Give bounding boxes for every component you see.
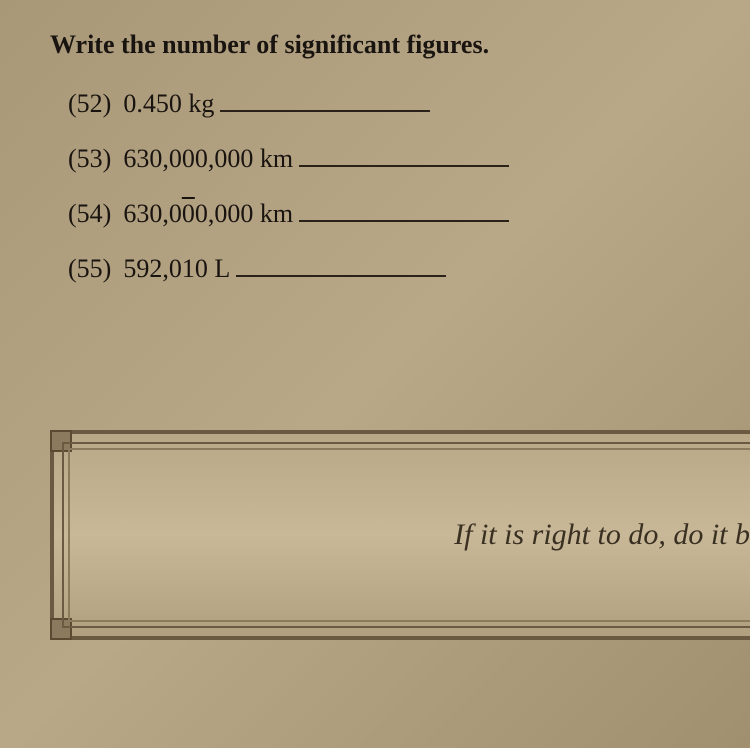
problem-number: (54) (68, 199, 111, 229)
frame-outer-border: If it is right to do, do it b (50, 430, 750, 640)
worksheet-page: Write the number of significant figures.… (0, 0, 750, 284)
decorative-quote-frame: If it is right to do, do it b (50, 430, 750, 640)
problem-row: (55) 592,010 L (50, 253, 750, 284)
answer-blank[interactable] (236, 253, 446, 277)
problem-number: (55) (68, 254, 111, 284)
frame-inner-border: If it is right to do, do it b (62, 442, 750, 628)
value-post: 0,000 km (195, 199, 293, 228)
problem-row: (52) 0.450 kg (50, 88, 750, 119)
problem-number: (53) (68, 144, 111, 174)
answer-blank[interactable] (220, 88, 430, 112)
instruction-heading: Write the number of significant figures. (50, 30, 750, 60)
value-pre: 630,0 (123, 199, 182, 228)
value-overline: 0 (182, 199, 195, 228)
answer-blank[interactable] (299, 198, 509, 222)
problem-row: (54) 630,000,000 km (50, 198, 750, 229)
problem-value: 592,010 L (123, 254, 230, 284)
problem-value: 630,000,000 km (123, 199, 293, 229)
problem-row: (53) 630,000,000 km (50, 143, 750, 174)
problem-value: 630,000,000 km (123, 144, 293, 174)
problem-number: (52) (68, 89, 111, 119)
frame-innermost-border: If it is right to do, do it b (68, 448, 750, 622)
answer-blank[interactable] (299, 143, 509, 167)
quote-text: If it is right to do, do it b (70, 518, 750, 552)
problem-value: 0.450 kg (123, 89, 214, 119)
